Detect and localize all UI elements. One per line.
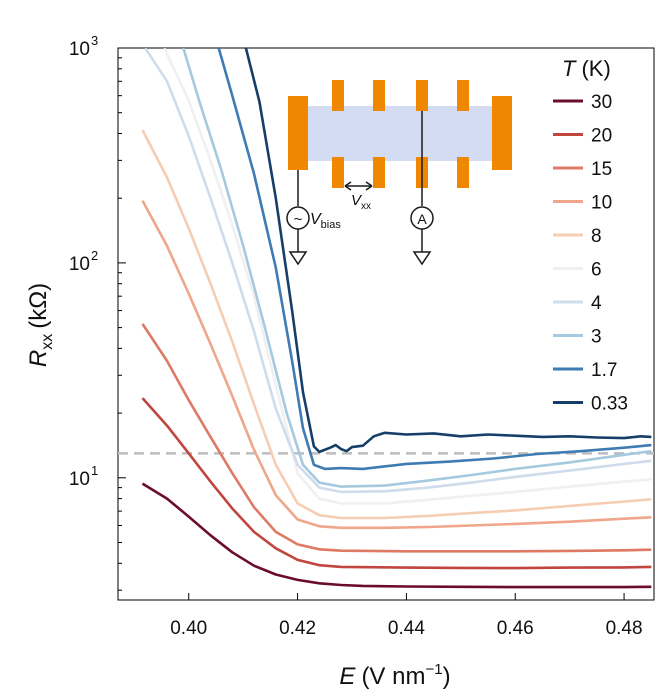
top-probe-4: [457, 80, 469, 111]
bottom-probe-1: [332, 157, 344, 188]
vxx-label: Vxx: [351, 192, 371, 212]
legend-label: 20: [591, 126, 612, 147]
y-tick-exponent: 1: [91, 463, 98, 478]
bottom-probe-4: [457, 157, 469, 188]
legend-label: 6: [591, 260, 602, 281]
legend-title: T (K): [562, 56, 611, 81]
series-line-10: [141, 199, 652, 530]
vbias-label: Vbias: [310, 211, 341, 231]
legend-label: 3: [591, 327, 602, 348]
legend-label: 1.7: [591, 360, 617, 381]
top-probe-2: [373, 80, 385, 111]
x-axis-ticks: 0.40 0.42 0.44 0.46 0.48: [170, 593, 643, 639]
ac-source-symbol: ~: [294, 211, 303, 228]
plot-frame: [117, 47, 655, 601]
legend-label: 30: [591, 92, 612, 113]
ground-icon-right: [412, 251, 432, 266]
x-tick-label: 0.48: [606, 618, 643, 639]
series-line-0_33: [244, 48, 652, 454]
plot-area: [117, 47, 655, 601]
y-tick-label: 10: [69, 254, 90, 275]
legend: T (K) 30 20 15 10 8 6 4 3 1.7 0.33: [553, 56, 628, 415]
vxx-arrowheads: [344, 181, 373, 191]
top-probe-3: [416, 80, 428, 111]
series-line-4: [144, 48, 652, 494]
legend-label: 4: [591, 293, 602, 314]
x-axis-label: E (V nm−1): [339, 661, 450, 690]
legend-label: 10: [591, 193, 612, 214]
device-schematic-inset: ~ Vbias A Vxx: [286, 80, 512, 266]
y-tick-label: 10: [69, 469, 90, 490]
series-lines: [141, 48, 652, 589]
x-tick-label: 0.44: [388, 618, 425, 639]
ground-icon-left: [288, 251, 308, 266]
bottom-probe-2: [373, 157, 385, 188]
legend-label: 0.33: [591, 394, 628, 415]
x-tick-label: 0.40: [170, 618, 207, 639]
top-probe-1: [332, 80, 344, 111]
y-axis-label: Rxx(kΩ): [25, 283, 56, 367]
ammeter-symbol: A: [417, 211, 427, 227]
series-line-30: [141, 482, 652, 589]
x-tick-label: 0.46: [497, 618, 534, 639]
series-line-1_7: [217, 48, 652, 471]
series-line-15: [141, 323, 652, 553]
legend-label: 15: [591, 159, 612, 180]
legend-label: 8: [591, 226, 602, 247]
right-contact: [492, 96, 512, 170]
series-line-8: [141, 129, 652, 520]
y-tick-exponent: 3: [91, 33, 98, 48]
y-tick-exponent: 2: [91, 248, 98, 263]
channel: [306, 106, 492, 161]
series-line-6: [163, 48, 652, 505]
series-line-3: [182, 48, 652, 488]
x-tick-label: 0.42: [279, 618, 316, 639]
left-contact: [288, 96, 308, 170]
series-line-20: [141, 397, 652, 570]
y-tick-label: 10: [69, 39, 90, 60]
